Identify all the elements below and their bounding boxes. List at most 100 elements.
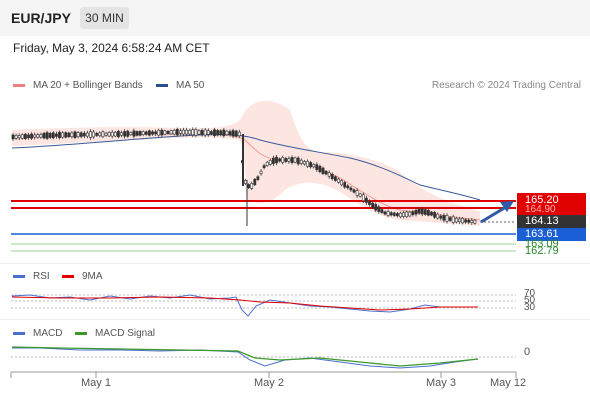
candle-body: [11, 134, 15, 140]
candle-body: [110, 131, 114, 137]
legend-bollinger: MA 20 + Bollinger Bands: [13, 80, 143, 91]
pivot-price-label: 163.61: [517, 228, 586, 241]
support1-price-label: 163.09: [525, 238, 559, 250]
candle-body: [219, 130, 223, 136]
support2-price-label: 162.79: [525, 245, 559, 257]
candle-body: [352, 189, 356, 193]
candle-body: [120, 132, 123, 136]
candle-body: [302, 161, 306, 165]
candle-body: [166, 130, 170, 134]
candle-body: [253, 178, 257, 186]
candle-body: [104, 132, 108, 136]
candle-body: [399, 212, 402, 218]
rsi-9ma-line: [11, 296, 478, 311]
candle-body: [287, 158, 291, 162]
legend-rsi: RSI: [13, 271, 50, 282]
candle-body: [337, 178, 340, 183]
candle-body: [213, 129, 216, 136]
candle-body: [67, 132, 71, 138]
candle-body: [358, 193, 362, 197]
candle-body: [45, 132, 49, 139]
candle-body: [188, 130, 192, 135]
candle-body: [349, 187, 353, 191]
candle-body: [101, 131, 105, 138]
timeframe-button[interactable]: 30 MIN: [80, 7, 129, 29]
candle-body: [144, 131, 148, 135]
candle-body: [259, 170, 263, 174]
candle-body: [42, 133, 46, 139]
ma50-swatch-icon: [156, 84, 168, 87]
candle-body: [454, 217, 458, 223]
candle-body: [23, 133, 27, 140]
rsi-level-70-label: 70: [524, 288, 536, 299]
candle-body: [340, 180, 344, 186]
rsi-swatch-icon: [13, 275, 25, 278]
candle-body: [76, 132, 80, 137]
candle-body: [330, 174, 334, 180]
candle-body: [281, 157, 285, 163]
candle-body: [473, 219, 477, 224]
rsi-level-50-label: 50: [524, 295, 536, 306]
resistance-price-value-2: 164.90: [525, 204, 556, 215]
macd-signal-line: [11, 346, 479, 367]
candle-body: [299, 159, 303, 164]
rsi-level-30-label: 30: [524, 302, 536, 313]
candle-body: [420, 208, 424, 215]
macd-line: [12, 347, 479, 369]
candle-body: [371, 202, 375, 208]
candle-body: [160, 129, 164, 136]
macd-signal-swatch-icon: [75, 332, 87, 335]
candle-body: [151, 131, 154, 135]
candle-body: [169, 130, 173, 135]
candle-body: [129, 132, 133, 136]
candle-body: [175, 128, 179, 136]
legend-rsi-label: RSI: [33, 271, 50, 282]
candle-body: [436, 213, 440, 219]
candle-body: [70, 132, 74, 137]
candle-body: [172, 130, 176, 135]
candle-body: [309, 162, 313, 168]
candle-body: [48, 133, 52, 138]
bollinger-swatch-icon: [13, 84, 25, 87]
candle-body: [433, 212, 437, 218]
candle-body: [36, 134, 40, 138]
chart-header: EUR/JPY 30 MIN: [0, 0, 590, 36]
candle-body: [361, 194, 365, 202]
legend-ma50-label: MA 50: [176, 80, 205, 91]
candle-body: [439, 215, 443, 219]
candle-body: [191, 129, 195, 136]
candle-body: [33, 134, 37, 138]
candle-body: [386, 211, 390, 216]
candle-body: [467, 219, 471, 223]
candle-body: [284, 158, 288, 162]
candle-body: [237, 131, 241, 137]
candle-body: [231, 130, 235, 137]
candle-body: [368, 200, 371, 205]
candle-body: [374, 204, 378, 211]
candlestick-series: [11, 127, 477, 226]
candle-body: [82, 132, 86, 137]
legend-macd: MACD: [13, 328, 62, 339]
candle-body: [315, 164, 319, 170]
candle-body: [377, 206, 381, 212]
candle-body: [197, 130, 201, 135]
candle-body: [324, 170, 328, 175]
candle-body: [293, 157, 297, 163]
candle-body: [250, 183, 254, 189]
candle-body: [157, 129, 161, 136]
candle-body: [148, 130, 151, 136]
resistance-price-value: 165.20: [525, 194, 559, 206]
candle-body: [451, 216, 455, 223]
candle-body: [222, 129, 226, 137]
candle-body: [14, 135, 18, 139]
legend-rsi-9ma: 9MA: [62, 271, 103, 282]
candle-body: [206, 130, 210, 135]
candle-body: [126, 130, 130, 137]
legend-macd-signal-label: MACD Signal: [95, 328, 156, 339]
candle-body: [405, 211, 409, 217]
x-axis-label-may3: May 3: [426, 377, 456, 389]
candle-body: [256, 176, 260, 180]
candle-body: [265, 161, 269, 166]
candle-body: [442, 215, 446, 221]
